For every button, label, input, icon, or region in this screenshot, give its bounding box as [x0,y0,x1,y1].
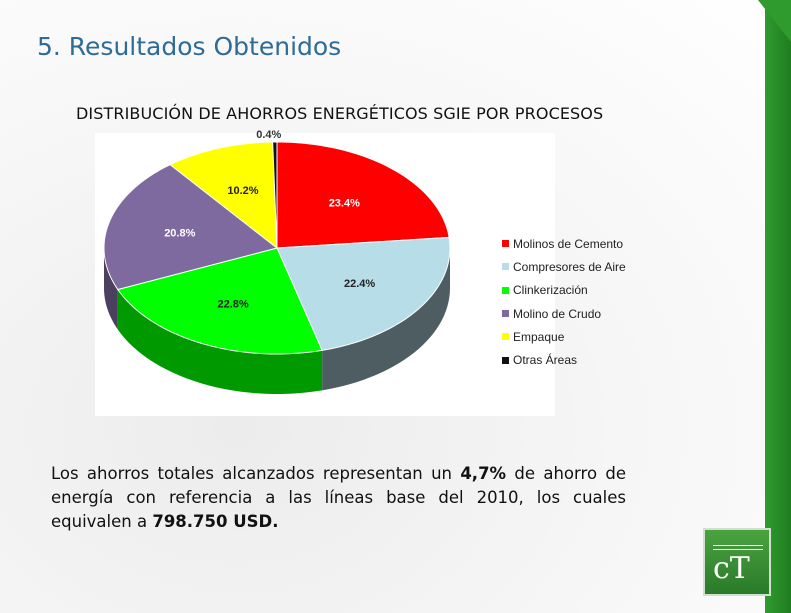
chart-title: DISTRIBUCIÓN DE AHORROS ENERGÉTICOS SGIE… [76,104,604,123]
savings-amount: 798.750 USD. [152,512,279,531]
summary-text-1: Los ahorros totales alcanzados represent… [51,464,461,483]
legend-swatch-3 [502,286,509,294]
ct-logo-icon: cT [703,528,771,596]
pie-label-5: 10.2% [227,185,258,197]
summary-paragraph: Los ahorros totales alcanzados represent… [51,462,626,534]
pie-label-2: 22.4% [344,278,375,290]
legend-swatch-5 [502,333,509,341]
pie-side-3 [117,289,323,394]
pie-slice-2 [276,236,451,351]
pie-slice-1 [276,141,450,249]
right-accent-corner [758,0,791,42]
pie-chart: 23.4% 22.4% 22.8% 20.8% 10.2% 0.4% [103,129,451,394]
pie-label-3: 22.8% [217,298,248,310]
logo-line-top [713,545,763,546]
legend-swatch-6 [502,356,509,364]
pie-side-walls [104,248,450,394]
pie-side-2 [322,248,450,391]
legend-label-4: Molino de Crudo [513,306,602,321]
legend-label-5: Empaque [513,329,565,344]
pie-slice-4 [103,164,279,291]
legend-item-2: Compresores de Aire [502,255,626,278]
savings-percent: 4,7% [460,464,507,483]
legend-item-5: Empaque [502,325,626,348]
slide-title: 5. Resultados Obtenidos [37,32,342,61]
pie-label-1: 23.4% [329,197,360,209]
logo-glyph: cT [713,551,750,586]
legend-item-1: Molinos de Cemento [502,232,626,255]
legend-item-4: Molino de Crudo [502,302,626,325]
summary-text-2: de ahorro de energía con referencia a la… [51,464,626,531]
legend-label-1: Molinos de Cemento [513,236,624,251]
legend-swatch-2 [502,263,509,271]
logo-line-bottom [713,549,763,550]
legend-item-6: Otras Áreas [502,348,626,371]
pie-label-6: 0.4% [256,129,281,141]
legend-label-6: Otras Áreas [513,353,578,368]
legend-label-3: Clinkerización [513,283,588,298]
chart-legend: Molinos de Cemento Compresores de Aire Cli… [502,232,626,372]
pie-slice-6 [272,141,278,249]
pie-slice-3 [116,247,323,355]
legend-label-2: Compresores de Aire [513,259,626,274]
pie-side-4 [104,248,118,330]
legend-swatch-1 [502,240,509,248]
legend-swatch-4 [502,310,509,318]
legend-item-3: Clinkerización [502,279,626,302]
right-accent-bar [765,0,791,613]
pie-slice-5 [169,141,278,250]
pie-label-4: 20.8% [164,228,195,240]
